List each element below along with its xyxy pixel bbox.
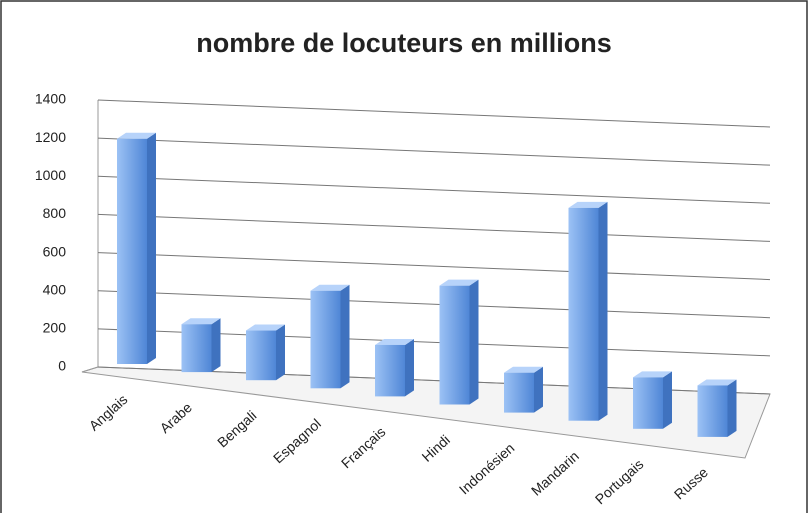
- bar: [181, 318, 221, 373]
- bar-front: [697, 385, 728, 437]
- bar: [375, 338, 414, 397]
- x-tick-label: Portugais: [592, 456, 647, 507]
- bar-side: [727, 379, 737, 437]
- bar-side: [663, 371, 672, 429]
- y-tick-label: 1400: [35, 91, 66, 107]
- y-tick-label: 1200: [35, 129, 66, 145]
- x-tick-label: Bengali: [214, 407, 259, 450]
- bar-side: [469, 279, 479, 405]
- bar: [697, 379, 737, 437]
- chart-title: nombre de locuteurs en millions: [196, 28, 612, 58]
- bar-side: [405, 338, 414, 397]
- bar-side: [276, 324, 285, 381]
- bar-front: [375, 344, 405, 397]
- x-tick-label: Arabe: [157, 399, 196, 436]
- bar: [504, 366, 543, 413]
- grid-line: [97, 99, 771, 128]
- x-tick-label: Espagnol: [270, 415, 324, 466]
- bar-front: [117, 138, 147, 364]
- x-tick-label: Anglais: [86, 391, 131, 434]
- x-tick-label: Russe: [671, 464, 711, 503]
- y-tick-label: 0: [58, 358, 66, 374]
- bar-front: [439, 285, 470, 405]
- y-tick-label: 400: [43, 281, 67, 297]
- bar-front: [568, 207, 599, 421]
- y-tick-label: 800: [43, 205, 67, 221]
- bar-front: [246, 330, 276, 381]
- bar-front: [633, 377, 663, 429]
- bar-top: [375, 338, 414, 345]
- x-tick-label: Mandarin: [528, 448, 582, 499]
- bar-front: [310, 290, 341, 389]
- x-tick-label: Français: [338, 423, 389, 471]
- grid-line: [97, 175, 771, 204]
- y-tick-label: 600: [43, 243, 67, 259]
- y-tick-label: 1000: [35, 167, 66, 183]
- bar-top: [310, 284, 350, 291]
- bar-top: [181, 318, 221, 325]
- x-tick-label: Indonésien: [456, 440, 518, 498]
- bar-side: [340, 284, 350, 389]
- bar-top: [697, 379, 737, 386]
- bar-side: [147, 132, 156, 364]
- grid-line: [97, 137, 771, 166]
- bar-side: [598, 201, 608, 421]
- bar-top: [246, 324, 285, 331]
- bar-top: [633, 371, 672, 378]
- x-tick-label: Hindi: [419, 432, 453, 465]
- bar: [568, 201, 608, 421]
- y-tick-label: 200: [43, 320, 67, 336]
- bar: [439, 279, 479, 405]
- bar: [246, 324, 285, 381]
- grid-line: [97, 213, 771, 242]
- axis-corner: [81, 366, 99, 373]
- bar-front: [504, 372, 534, 413]
- bar-side: [534, 366, 543, 413]
- bar-side: [211, 318, 221, 373]
- grid-line: [97, 252, 771, 281]
- bar-top: [439, 279, 479, 286]
- bar-front: [181, 324, 212, 373]
- bar: [633, 371, 672, 429]
- bar-top: [117, 132, 156, 139]
- grid-line: [97, 290, 771, 319]
- bar: [117, 132, 156, 364]
- bar-top: [504, 366, 543, 373]
- bar: [310, 284, 350, 389]
- bar-top: [568, 201, 608, 208]
